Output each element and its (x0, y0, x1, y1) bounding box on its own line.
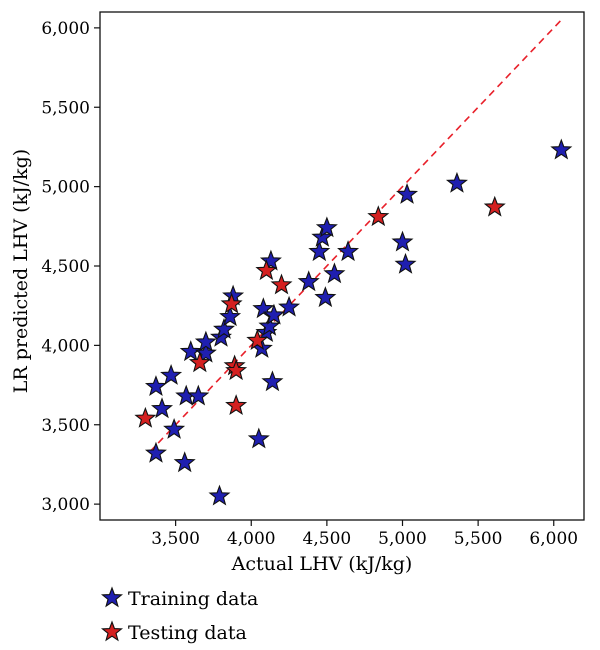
training-data-point (258, 314, 281, 336)
y-tick-label: 6,000 (41, 19, 90, 39)
x-tick-label: 4,000 (227, 529, 276, 549)
legend-training-label: Training data (128, 588, 258, 610)
training-data-point (163, 417, 186, 439)
x-axis-ticks: 3,500 4,000 4,500 5,000 5,500 6,000 (151, 520, 578, 549)
training-data-point (396, 182, 419, 204)
training-data-point (144, 441, 167, 463)
y-tick-label: 5,000 (41, 178, 90, 198)
y-axis-label: LR predicted LHV (kJ/kg) (10, 149, 32, 393)
training-data-point (262, 303, 285, 325)
training-data-point (261, 370, 284, 392)
training-data-point (445, 171, 468, 193)
training-data-point (179, 340, 202, 362)
training-data-point (208, 484, 231, 506)
data-points-group (134, 138, 573, 506)
x-tick-label: 5,000 (378, 529, 427, 549)
y-tick-label: 3,000 (41, 495, 90, 515)
legend: Training data Testing data (100, 586, 258, 644)
testing-data-point (225, 394, 248, 416)
testing-data-point (220, 292, 243, 314)
reference-line-group (149, 19, 562, 453)
training-data-point (394, 252, 417, 274)
x-tick-label: 5,500 (454, 529, 503, 549)
testing-data-point (367, 205, 390, 227)
plot-frame (99, 11, 585, 521)
training-data-point (194, 330, 217, 352)
legend-training-star-icon (100, 586, 124, 608)
legend-testing-label: Testing data (128, 622, 247, 644)
testing-data-point (246, 329, 269, 350)
training-data-point (247, 427, 270, 449)
training-data-point (173, 451, 196, 473)
x-axis-label: Actual LHV (kJ/kg) (231, 553, 413, 575)
x-tick-label: 3,500 (151, 529, 200, 549)
testing-data-point (188, 351, 211, 373)
training-data-point (550, 138, 573, 160)
reference-line (149, 19, 562, 453)
training-data-point (151, 397, 174, 419)
training-data-point (308, 240, 331, 262)
testing-data-point (270, 273, 293, 295)
training-data-point (297, 270, 320, 292)
x-tick-label: 4,500 (303, 529, 352, 549)
testing-data-point (483, 195, 506, 217)
training-data-point (213, 317, 236, 339)
training-data-point (278, 295, 301, 317)
training-data-point (187, 384, 210, 406)
training-data-point (259, 249, 282, 271)
legend-testing-star-icon (100, 620, 124, 642)
training-data-point (144, 375, 167, 397)
y-tick-label: 4,000 (41, 336, 90, 356)
y-tick-label: 5,500 (41, 98, 90, 118)
x-tick-label: 6,000 (529, 529, 578, 549)
training-data-point (252, 297, 275, 319)
plot-frame-group (99, 11, 585, 521)
testing-data-point (134, 406, 157, 428)
training-data-point (315, 216, 338, 238)
y-tick-label: 3,500 (41, 416, 90, 436)
training-data-point (219, 305, 242, 327)
y-axis-ticks: 3,000 3,500 4,000 4,500 5,000 5,500 6,000 (41, 19, 100, 515)
training-data-point (160, 363, 183, 385)
training-data-point (337, 240, 360, 262)
training-data-point (194, 341, 217, 363)
y-tick-label: 4,500 (41, 257, 90, 277)
training-data-point (323, 262, 346, 284)
training-data-point (391, 230, 414, 252)
testing-data-point (255, 259, 278, 281)
training-data-point (314, 286, 337, 308)
testing-data-point (225, 359, 248, 381)
